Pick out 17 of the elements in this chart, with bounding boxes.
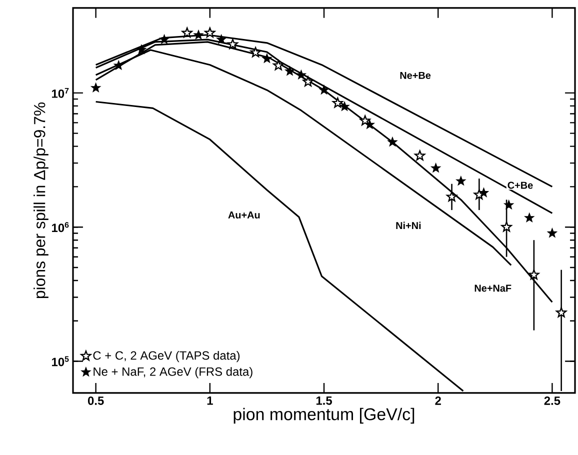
y-tick-label: 10$^{5}$: [52, 356, 69, 366]
legend-label: C + C, 2 AGeV (TAPS data): [93, 350, 240, 362]
y-tick-label: 10$^{7}$: [52, 88, 69, 98]
legend-label: Ne + NaF, 2 AGeV (FRS data): [94, 367, 252, 378]
text: Au+Au: [228, 212, 260, 219]
x-tick-label: 2.5: [544, 396, 560, 405]
x-tick-label: 1: [207, 396, 213, 405]
y-tick-label: 10$^{6}$: [52, 222, 69, 232]
x-axis-title: pion momentum [GeV/c]: [234, 408, 414, 424]
text: Ne+NaF: [474, 284, 512, 292]
x-tick-label: 2: [435, 396, 441, 405]
text: Ne+Be: [400, 72, 431, 79]
y-axis-title: pions per spill in Δp/p=9.7%: [34, 102, 48, 298]
x-tick-label: 0.5: [88, 396, 104, 405]
text: Ni+Ni: [396, 222, 421, 229]
x-tick-label: 1.5: [316, 396, 332, 405]
series-label: C+Be: [508, 182, 533, 189]
